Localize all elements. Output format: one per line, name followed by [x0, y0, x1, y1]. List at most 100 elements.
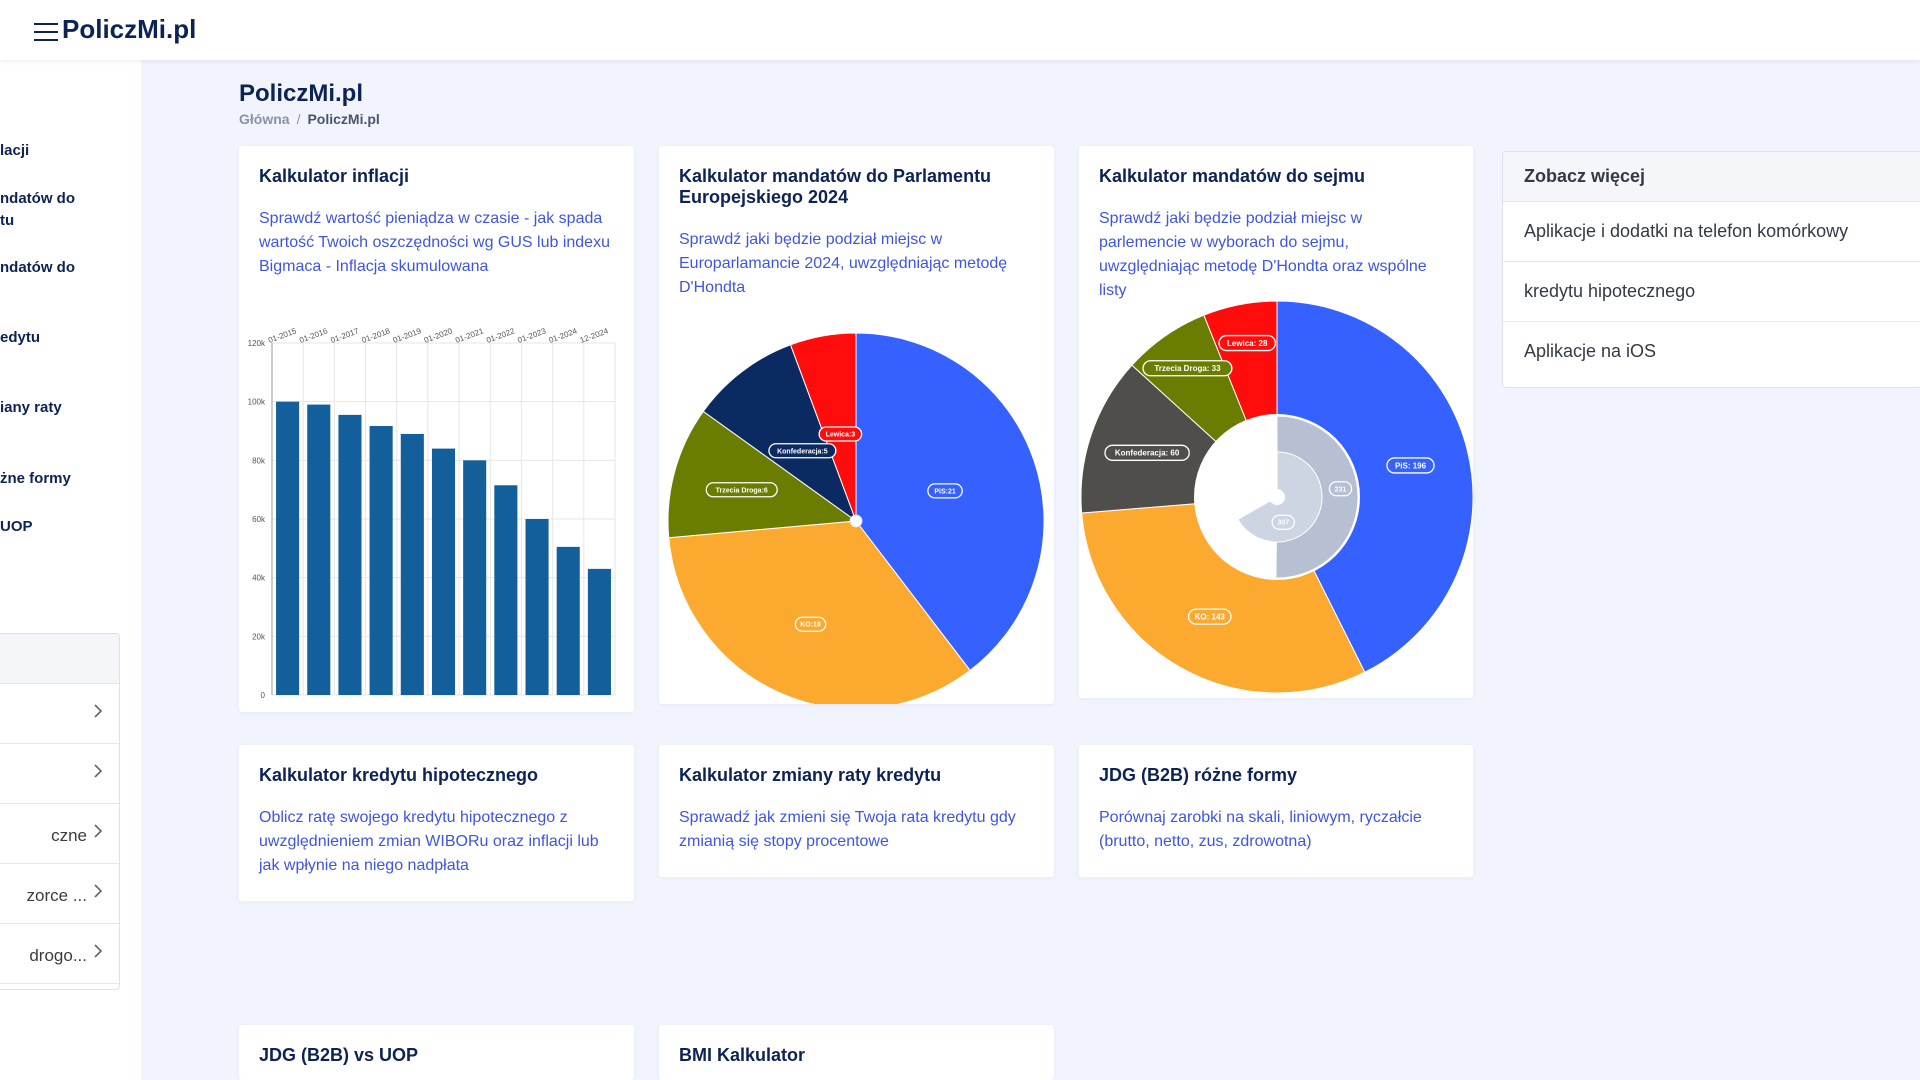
pie-slice — [667, 410, 858, 539]
card-bmi-calculator[interactable]: BMI Kalkulator — [659, 1025, 1054, 1080]
bar — [463, 460, 487, 695]
breadcrumb-separator: / — [296, 111, 301, 127]
chevron-right-icon — [94, 704, 103, 718]
card-mortgage-calculator[interactable]: Kalkulator kredytu hipotecznego Oblicz r… — [239, 745, 634, 901]
y-tick-label: 60k — [252, 515, 266, 524]
card-description: Oblicz ratę swojego kredytu hipotecznego… — [259, 809, 599, 874]
sidebar-list-item[interactable]: zorce ... — [0, 864, 119, 924]
bar — [307, 404, 331, 695]
y-tick-label: 20k — [252, 632, 266, 641]
pie-slice-label: Lewica:3 — [826, 432, 856, 439]
sidebar-list-item[interactable]: czne — [0, 804, 119, 864]
pie-slice-label-badge — [794, 616, 827, 632]
sidebar-link-sejm-mandates[interactable]: ndatów do — [0, 259, 75, 276]
sidebar-list-item[interactable] — [0, 744, 119, 804]
chevron-right-icon — [94, 944, 103, 958]
pie-slice-label: Konfederacja:5 — [777, 448, 828, 455]
see-more-panel: Zobacz więcej Aplikacje i dodatki na tel… — [1502, 151, 1920, 388]
page-title: PoliczMi.pl — [239, 80, 364, 107]
hamburger-menu-icon[interactable] — [34, 23, 58, 42]
card-inflation-calculator[interactable]: Kalkulator inflacji Sprawdź wartość pien… — [239, 146, 634, 712]
sidebar-link-eu-mandates[interactable]: ndatów do tu — [0, 190, 75, 229]
x-tick-label: 01-2016 — [298, 326, 329, 345]
see-more-item[interactable]: kredytu hipotecznego — [1503, 262, 1920, 322]
pie-slice-label: Konfederacja: 60 — [1115, 449, 1180, 458]
card-description: Sprawadź jak zmieni się Twoja rata kredy… — [679, 809, 1016, 850]
x-tick-label: 01-2022 — [485, 326, 516, 345]
pie-slice-label-badge — [705, 482, 778, 498]
brand-logo[interactable]: PoliczMi.pl — [62, 14, 197, 44]
chevron-right-icon — [94, 764, 103, 778]
card-title: Kalkulator inflacji — [259, 166, 410, 186]
bar — [587, 568, 611, 695]
sidebar-link-inflation[interactable]: lacji — [0, 142, 30, 159]
y-tick-label: 100k — [248, 398, 266, 407]
card-title: Kalkulator mandatów do sejmu — [1099, 166, 1366, 186]
x-tick-label: 12-2024 — [579, 326, 610, 345]
pie-slice-label: Lewica: 28 — [1227, 339, 1268, 348]
sidebar-list-header — [0, 634, 119, 684]
bar — [525, 519, 549, 695]
pie-slice-label: Trzecia Droga: 33 — [1154, 364, 1221, 373]
chevron-right-icon — [94, 824, 103, 838]
sidebar-link-rate-change[interactable]: iany raty — [0, 399, 62, 416]
x-tick-label: 01-2019 — [392, 326, 423, 345]
card-title: Kalkulator mandatów do Parlamentu Europe… — [679, 166, 992, 207]
card-description: Sprawdź jaki będzie podział miejsc w par… — [1099, 210, 1427, 299]
inner-ring-label-badge — [1271, 514, 1296, 530]
pie-center-dot — [849, 514, 863, 528]
bar — [369, 426, 393, 695]
pie-slice-label-badge — [927, 483, 963, 499]
x-tick-label: 01-2023 — [516, 326, 547, 345]
x-tick-label: 01-2015 — [267, 326, 298, 345]
card-rate-change-calculator[interactable]: Kalkulator zmiany raty kredytu Sprawadź … — [659, 745, 1054, 877]
pie-slice-label: Trzecia Droga:6 — [716, 487, 768, 494]
pie-slice-label: PiS: 196 — [1395, 461, 1427, 470]
sidebar-link-jdg-forms[interactable]: żne formy — [0, 470, 71, 487]
sidebar-more-list: czne zorce ... drogo... — [0, 633, 120, 990]
x-tick-label: 01-2021 — [454, 326, 485, 345]
sejm-pie-chart: PiS: 196 KO: 143 Konfederacja: 60 Trzecia D… — [1080, 300, 1473, 694]
inner-ring-label: 231 — [1335, 486, 1347, 493]
pie-slice — [855, 332, 1045, 672]
card-description: Porównaj zarobki na skali, liniowym, ryc… — [1099, 809, 1422, 850]
x-tick-label: 01-2020 — [423, 326, 454, 345]
x-tick-label: 01-2017 — [329, 326, 360, 345]
bar — [400, 433, 424, 695]
see-more-item[interactable]: Aplikacje na iOS — [1524, 341, 1657, 361]
breadcrumb-home[interactable]: Główna — [239, 111, 290, 127]
x-tick-label: 01-2024 — [548, 326, 579, 345]
bar — [494, 485, 518, 695]
sidebar-link-jdg-uop[interactable]: UOP — [0, 518, 33, 535]
card-description: Sprawdź wartość pieniądza w czasie - jak… — [259, 210, 610, 275]
bar — [338, 414, 362, 695]
pie-slice-label-badge — [1386, 457, 1435, 474]
pie-slice-label: KO: 143 — [1195, 612, 1226, 621]
eu-parliament-pie-chart: PiS:21 KO:18 Trzecia Droga:6 Konfederacja:5… — [667, 332, 1045, 704]
bar — [556, 546, 580, 695]
pie-slice — [668, 520, 971, 704]
pie-slice-label-badge — [1104, 444, 1190, 461]
pie-slice-label: KO:18 — [800, 622, 821, 629]
pie-slice — [1276, 300, 1473, 673]
pie-slice-label-badge — [1142, 360, 1233, 377]
y-tick-label: 0 — [261, 691, 266, 700]
y-tick-label: 80k — [252, 456, 266, 465]
pie-center-dot — [1269, 489, 1285, 505]
sidebar-list-item[interactable]: drogo... — [0, 924, 119, 984]
see-more-title: Zobacz więcej — [1503, 152, 1920, 202]
pie-slice-label: PiS:21 — [934, 488, 956, 495]
card-jdg-forms-calculator[interactable]: JDG (B2B) różne formy Porównaj zarobki n… — [1079, 745, 1473, 877]
card-title: JDG (B2B) vs UOP — [259, 1045, 419, 1065]
card-title: BMI Kalkulator — [679, 1045, 806, 1065]
card-title: Kalkulator kredytu hipotecznego — [259, 765, 539, 785]
pie-slice — [702, 344, 858, 523]
sidebar-list-item[interactable] — [0, 684, 119, 744]
pie-slice-label-badge — [818, 426, 863, 442]
sidebar-link-mortgage[interactable]: edytu — [0, 329, 41, 346]
see-more-item[interactable]: Aplikacje i dodatki na telefon komórkowy — [1503, 202, 1920, 262]
card-eu-parliament-calculator[interactable]: Kalkulator mandatów do Parlamentu Europe… — [659, 146, 1054, 704]
card-jdg-vs-uop[interactable]: JDG (B2B) vs UOP — [239, 1025, 634, 1080]
card-sejm-calculator[interactable]: Kalkulator mandatów do sejmu Sprawdź jak… — [1079, 146, 1473, 698]
bar — [276, 401, 300, 695]
